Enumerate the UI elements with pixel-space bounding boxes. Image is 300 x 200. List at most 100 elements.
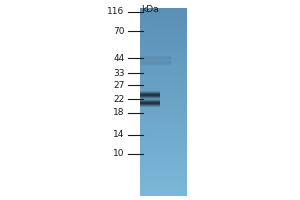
Bar <box>140 100 187 101</box>
Bar <box>140 190 187 191</box>
Bar <box>140 19 187 20</box>
Bar <box>140 64 187 65</box>
Bar <box>140 171 187 172</box>
Bar <box>140 127 187 128</box>
Bar <box>140 169 187 170</box>
Bar <box>140 38 187 39</box>
Bar <box>140 20 187 21</box>
Bar <box>140 163 187 164</box>
Bar <box>140 159 187 160</box>
Bar <box>140 22 187 23</box>
Bar <box>140 143 187 144</box>
Bar <box>140 164 187 165</box>
Bar <box>140 31 187 32</box>
Bar <box>140 35 187 36</box>
Bar <box>140 72 187 73</box>
Bar <box>140 139 187 140</box>
Bar <box>140 75 187 76</box>
Bar <box>140 102 187 103</box>
Bar <box>140 15 187 16</box>
Bar <box>140 182 187 183</box>
Bar <box>140 80 187 81</box>
Bar <box>140 116 187 117</box>
Bar <box>140 107 187 108</box>
Bar <box>140 129 187 130</box>
Bar <box>140 85 187 86</box>
Text: kDa: kDa <box>141 5 159 14</box>
Bar <box>140 150 187 151</box>
Bar <box>140 103 187 104</box>
Bar <box>140 13 187 14</box>
Bar <box>140 55 187 56</box>
Bar <box>140 43 187 44</box>
Bar <box>140 114 187 115</box>
Bar <box>140 11 187 12</box>
Bar <box>140 193 187 194</box>
Bar <box>140 133 187 134</box>
Bar <box>140 101 187 102</box>
Bar <box>140 134 187 135</box>
Bar <box>140 41 187 42</box>
Bar <box>140 24 187 25</box>
Bar <box>140 152 187 153</box>
Bar <box>140 128 187 129</box>
Bar <box>140 188 187 189</box>
Bar <box>140 69 187 70</box>
Bar <box>140 17 187 18</box>
Bar <box>140 27 187 28</box>
Bar <box>140 29 187 30</box>
Bar <box>140 8 187 9</box>
Bar <box>140 9 187 10</box>
Bar <box>140 179 187 180</box>
Bar <box>140 93 187 94</box>
Bar <box>140 109 187 110</box>
Bar <box>140 67 187 68</box>
Bar <box>140 68 187 69</box>
Bar <box>140 125 187 126</box>
Bar <box>140 191 187 192</box>
Text: 44: 44 <box>113 54 124 63</box>
Bar <box>140 119 187 120</box>
Bar <box>140 48 187 49</box>
Bar <box>140 124 187 125</box>
Bar <box>140 81 187 82</box>
Bar <box>140 113 187 114</box>
Bar <box>140 146 187 147</box>
Bar <box>140 192 187 193</box>
Bar <box>140 26 187 27</box>
Bar <box>140 151 187 152</box>
Bar <box>140 47 187 48</box>
Bar <box>140 62 187 63</box>
Bar <box>140 131 187 132</box>
Bar <box>140 154 187 155</box>
Bar <box>140 58 187 59</box>
Bar <box>140 86 187 87</box>
Bar <box>140 18 187 19</box>
Bar <box>140 186 187 187</box>
Bar <box>140 88 187 89</box>
Bar <box>140 42 187 43</box>
Bar <box>140 106 187 107</box>
Bar <box>140 40 187 41</box>
Bar <box>140 115 187 116</box>
Bar <box>140 83 187 84</box>
Bar <box>140 185 187 186</box>
Bar <box>140 23 187 24</box>
Bar <box>140 56 187 57</box>
Bar <box>140 108 187 109</box>
Bar <box>140 94 187 95</box>
Bar <box>140 126 187 127</box>
Bar <box>140 34 187 35</box>
Bar <box>140 44 187 45</box>
Bar <box>140 120 187 121</box>
Bar <box>140 87 187 88</box>
Text: 18: 18 <box>113 108 124 117</box>
Bar <box>140 77 187 78</box>
Bar <box>140 136 187 137</box>
Bar <box>140 142 187 143</box>
Bar <box>140 78 187 79</box>
Bar <box>140 177 187 178</box>
Bar <box>140 97 187 98</box>
Bar <box>140 60 187 61</box>
Bar <box>140 71 187 72</box>
